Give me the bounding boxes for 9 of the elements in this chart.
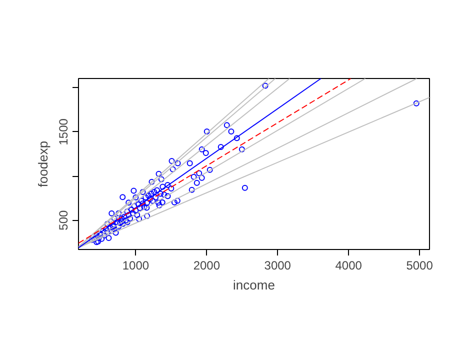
y-tick-label: 500 bbox=[56, 210, 70, 230]
y-axis-title: foodexp bbox=[36, 140, 50, 188]
x-tick-label: 2000 bbox=[193, 258, 220, 272]
x-tick-label: 1000 bbox=[122, 258, 150, 272]
y-tick-label: 1500 bbox=[56, 118, 70, 146]
x-tick-label: 4000 bbox=[335, 258, 362, 272]
x-axis-title: income bbox=[233, 278, 275, 292]
x-tick-label: 3000 bbox=[264, 258, 292, 272]
x-tick-label: 5000 bbox=[406, 258, 434, 272]
